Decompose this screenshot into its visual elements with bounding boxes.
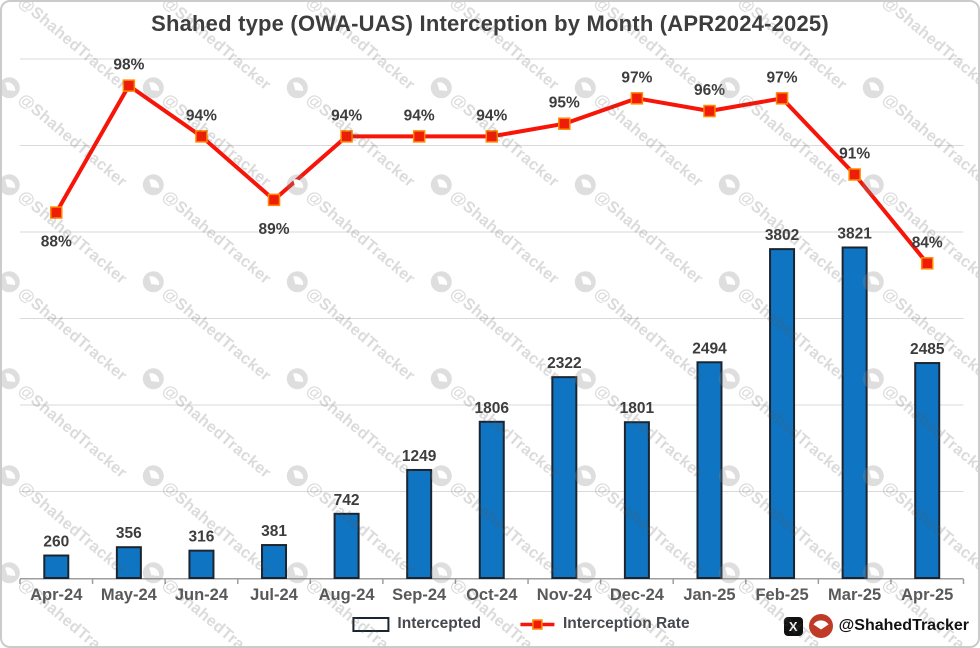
bar-value-label: 1801 — [620, 400, 655, 417]
x-axis-label-Jan-25: Jan-25 — [683, 586, 735, 604]
bar-Apr-24 — [43, 554, 70, 580]
bar-value-label: 381 — [261, 523, 287, 540]
shahedtracker-logo-icon — [808, 614, 833, 638]
bar-value-label: 316 — [189, 529, 215, 546]
rate-marker-Apr-25 — [920, 257, 934, 270]
bar-Apr-25 — [914, 362, 941, 579]
bar-value-label: 2322 — [547, 355, 581, 372]
rate-marker-Feb-25 — [775, 92, 789, 105]
legend: Intercepted Interception Rate — [352, 615, 690, 633]
bar-Aug-24 — [333, 512, 360, 579]
rate-value-label: 94% — [186, 107, 217, 124]
x-axis-label-Dec-24: Dec-24 — [610, 586, 665, 604]
bar-value-label: 3821 — [837, 225, 872, 242]
rate-value-label: 94% — [331, 107, 362, 124]
rate-marker-Jul-24 — [267, 193, 281, 207]
bar-value-label: 742 — [334, 492, 360, 509]
rate-value-label: 96% — [694, 82, 725, 99]
x-axis-label-Sep-24: Sep-24 — [392, 586, 447, 604]
bar-Feb-25 — [769, 248, 796, 579]
legend-bar-swatch — [352, 616, 390, 632]
rate-marker-Aug-24 — [340, 130, 353, 143]
chart-title: Shahed type (OWA-UAS) Interception by Mo… — [151, 11, 829, 36]
bar-Oct-24 — [478, 420, 505, 579]
rate-value-label: 88% — [41, 234, 72, 251]
bar-May-24 — [115, 546, 142, 579]
rate-value-label: 98% — [113, 57, 144, 74]
bar-value-label: 3802 — [765, 227, 799, 244]
bar-Sep-24 — [406, 468, 433, 579]
x-logo-icon: X — [783, 616, 803, 636]
legend-rate-label: Interception Rate — [562, 615, 690, 632]
rate-marker-Jun-24 — [195, 130, 208, 143]
rate-marker-Dec-24 — [630, 92, 644, 105]
x-axis-label-Jun-24: Jun-24 — [175, 586, 229, 604]
credit-handle: @ShahedTracker — [838, 617, 969, 634]
rate-value-label: 94% — [476, 107, 507, 124]
x-axis-label-Jul-24: Jul-24 — [250, 586, 299, 604]
rate-marker-Apr-24 — [50, 206, 63, 219]
bar-Nov-24 — [551, 376, 578, 579]
bar-value-label: 2485 — [910, 341, 945, 358]
rate-marker-May-24 — [122, 79, 136, 92]
bar-Dec-24 — [623, 421, 650, 579]
x-axis-label-Nov-24: Nov-24 — [537, 586, 593, 604]
rate-value-label: 95% — [549, 95, 580, 112]
rate-marker-Mar-25 — [848, 168, 861, 181]
bar-value-label: 2494 — [692, 340, 727, 357]
bar-value-label: 1249 — [402, 448, 437, 465]
x-axis-label-Oct-24: Oct-24 — [466, 586, 518, 604]
x-axis-label-May-24: May-24 — [101, 586, 158, 604]
bar-Jan-25 — [696, 361, 723, 580]
bar-Jul-24 — [261, 544, 288, 580]
rate-value-label: 97% — [621, 69, 652, 86]
rate-marker-Jan-25 — [703, 104, 716, 118]
rate-value-label: 84% — [912, 234, 943, 251]
rate-value-label: 94% — [404, 107, 435, 124]
bar-value-label: 1806 — [475, 400, 510, 417]
rate-marker-Sep-24 — [412, 130, 426, 143]
x-axis-label-Feb-25: Feb-25 — [755, 586, 808, 604]
bar-Mar-25 — [841, 246, 868, 580]
x-axis-label-Aug-24: Aug-24 — [319, 586, 376, 604]
rate-marker-Nov-24 — [558, 117, 571, 130]
credit-badge: X @ShahedTracker — [783, 614, 969, 638]
rate-value-label: 97% — [767, 69, 798, 86]
bar-Jun-24 — [188, 549, 215, 580]
legend-line-swatch — [519, 618, 554, 630]
rate-value-label: 89% — [259, 221, 290, 238]
legend-intercepted-label: Intercepted — [397, 615, 481, 632]
bar-value-label: 260 — [43, 534, 69, 551]
x-axis-label-Mar-25: Mar-25 — [828, 586, 881, 604]
bar-value-label: 356 — [116, 525, 142, 542]
rate-marker-Oct-24 — [485, 130, 498, 143]
x-axis-label-Apr-24: Apr-24 — [30, 586, 83, 604]
x-axis-label-Apr-25: Apr-25 — [901, 586, 953, 604]
rate-value-label: 91% — [839, 145, 870, 162]
